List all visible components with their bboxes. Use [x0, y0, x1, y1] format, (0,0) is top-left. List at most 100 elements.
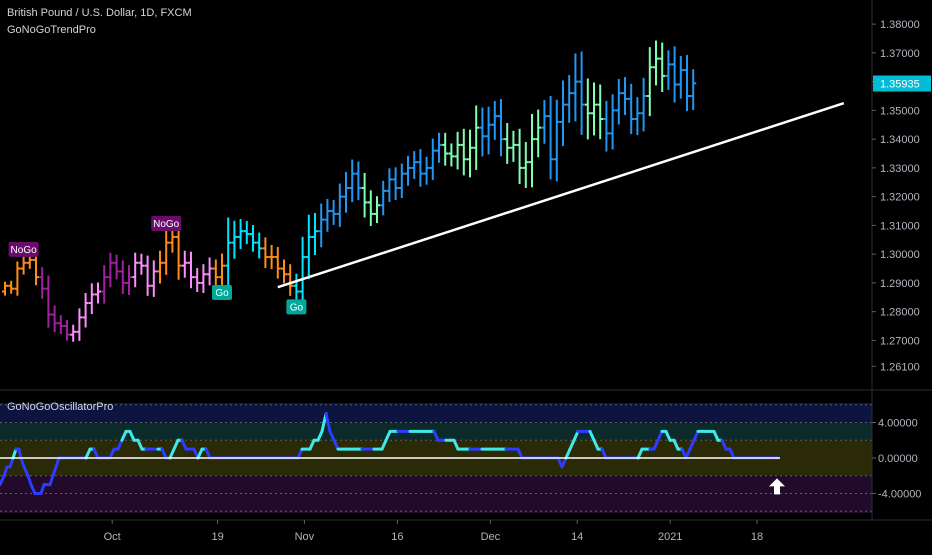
- osc-segment: [17, 447, 23, 460]
- osc-segment: [728, 447, 736, 460]
- osc-segment: [8, 456, 15, 469]
- ohlc-bar: [684, 55, 690, 112]
- osc-segment: [636, 447, 644, 460]
- ohlc-bar: [541, 100, 548, 144]
- ohlc-bar: [82, 292, 89, 328]
- ohlc-bar: [39, 267, 46, 299]
- osc-segment: [26, 474, 33, 487]
- ohlc-bar: [553, 99, 560, 182]
- symbol-title: British Pound / U.S. Dollar, 1D, FXCM: [7, 7, 192, 19]
- ohlc-bar: [287, 264, 294, 296]
- ohlc-bar: [70, 324, 77, 342]
- ohlc-bar: [547, 96, 554, 180]
- ohlc-bar: [640, 77, 647, 132]
- ohlc-bar: [181, 250, 188, 278]
- osc-segment: [324, 412, 332, 433]
- osc-segment: [432, 429, 440, 442]
- ohlc-bar: [2, 281, 8, 296]
- osc-segment: [688, 438, 696, 451]
- time-tick-label: 16: [391, 531, 403, 543]
- osc-segment: [672, 438, 680, 451]
- osc-segment: [196, 447, 204, 460]
- ohlc-bar: [200, 264, 207, 293]
- nogo-label-box: [151, 215, 182, 231]
- time-tick-label: Nov: [295, 531, 315, 543]
- osc-tick-label: 0.00000: [878, 453, 918, 465]
- ohlc-bar: [14, 261, 21, 296]
- ohlc-bar: [293, 273, 300, 304]
- ohlc-bar: [51, 305, 58, 333]
- price-tick-label: 1.30000: [880, 249, 920, 261]
- price-tick-label: 1.32000: [880, 192, 920, 204]
- nogo-label-text: NoGo: [11, 245, 38, 256]
- ohlc-bar: [473, 105, 480, 170]
- osc-segment: [136, 438, 144, 451]
- price-tick-label: 1.34000: [880, 134, 920, 146]
- ohlc-bar: [219, 253, 225, 290]
- ohlc-bar: [95, 282, 101, 304]
- osc-tick-label: -4.00000: [878, 488, 921, 500]
- osc-segment: [328, 429, 336, 442]
- ohlc-bar: [132, 252, 139, 288]
- trendline: [277, 102, 845, 289]
- ohlc-bar: [107, 252, 114, 288]
- time-tick-label: 14: [571, 531, 583, 543]
- osc-segment: [652, 438, 660, 451]
- osc-segment: [84, 447, 92, 460]
- oscillator-title[interactable]: GoNoGoOscillatorPro: [7, 401, 114, 413]
- ohlc-bar: [405, 155, 411, 186]
- osc-zone-1: [0, 422, 872, 441]
- ohlc-bar: [504, 123, 511, 164]
- osc-segment: [29, 483, 37, 495]
- ohlc-bar: [355, 161, 362, 201]
- osc-tick-label: 4.00000: [878, 418, 918, 430]
- indicator-name[interactable]: GoNoGoTrendPro: [7, 24, 96, 36]
- ohlc-bar: [671, 46, 678, 103]
- osc-segment: [384, 429, 392, 442]
- osc-segment: [172, 438, 180, 451]
- osc-segment: [180, 438, 188, 451]
- ohlc-bar: [522, 142, 529, 189]
- ohlc-bar: [566, 75, 573, 123]
- go-label-box: [212, 284, 232, 300]
- osc-segment: [600, 447, 608, 460]
- ohlc-bar: [485, 106, 492, 155]
- time-tick-label: Dec: [481, 531, 501, 543]
- osc-segment: [2, 465, 9, 478]
- ohlc-bar: [157, 250, 163, 284]
- ohlc-bar: [101, 265, 108, 304]
- ohlc-bar: [560, 80, 566, 147]
- ohlc-bar: [442, 132, 449, 166]
- ohlc-bar: [150, 260, 157, 297]
- ohlc-bar: [386, 168, 393, 202]
- price-tick-label: 1.27000: [880, 335, 920, 347]
- ohlc-bar: [175, 222, 182, 280]
- ohlc-bar: [119, 260, 126, 294]
- ohlc-bar: [237, 219, 244, 249]
- osc-segment: [296, 447, 304, 460]
- nogo-label-text: NoGo: [153, 219, 180, 230]
- ohlc-bar: [76, 308, 83, 341]
- ohlc-bar: [188, 251, 194, 289]
- ohlc-bar: [380, 180, 387, 216]
- ohlc-bar: [343, 171, 349, 213]
- osc-segment: [39, 483, 46, 495]
- osc-segment: [19, 456, 26, 469]
- ohlc-bar: [163, 230, 170, 275]
- ohlc-bar: [572, 53, 579, 122]
- ohlc-bar: [57, 315, 64, 335]
- osc-segment: [720, 438, 728, 451]
- osc-segment: [92, 447, 100, 460]
- ohlc-bar: [690, 69, 697, 111]
- ohlc-bar: [498, 99, 504, 157]
- ohlc-bar: [169, 226, 176, 253]
- ohlc-bar: [591, 82, 597, 136]
- ohlc-bar: [510, 130, 517, 162]
- price-tick-label: 1.28000: [880, 307, 920, 319]
- ohlc-bar: [299, 236, 306, 312]
- ohlc-bar: [374, 196, 380, 223]
- osc-segment: [564, 447, 572, 460]
- osc-segment: [48, 474, 55, 487]
